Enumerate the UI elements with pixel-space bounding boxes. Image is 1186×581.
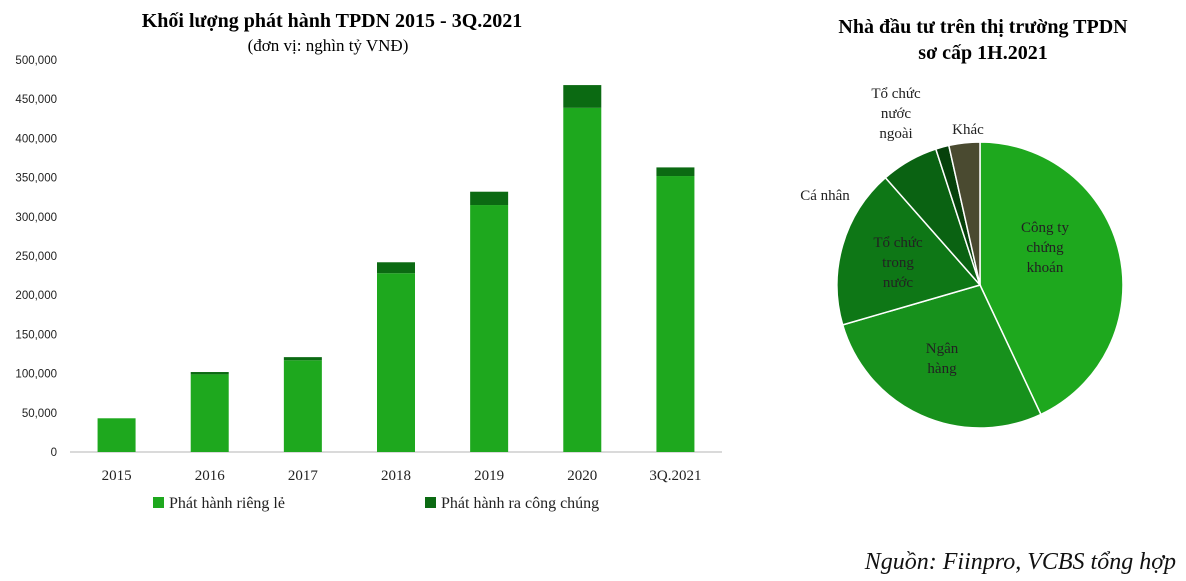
legend-label-public: Phát hành ra công chúng [441, 495, 599, 512]
pie-label: Tổ chức [871, 86, 921, 102]
pie-slice-khác [947, 141, 981, 286]
bar-chart: Khối lượng phát hành TPDN 2015 - 3Q.2021… [15, 10, 722, 512]
y-tick-label: 250,000 [15, 251, 57, 263]
bar-public-3Q.2021 [656, 167, 695, 177]
pie-title-line-2: sơ cấp 1H.2021 [918, 42, 1047, 64]
pie-label: hàng [927, 361, 957, 377]
bar-public-2017 [283, 357, 322, 361]
pie-label: Cá nhân [800, 188, 850, 204]
bar-private-2020 [563, 107, 602, 452]
pie-label: khoán [1027, 260, 1064, 276]
y-tick-label: 200,000 [15, 290, 57, 302]
bar-public-2018 [377, 262, 415, 274]
pie-slice-tổ-chức-trong-nước [836, 176, 982, 326]
x-tick-label: 2016 [195, 468, 226, 484]
y-tick-label: 150,000 [15, 329, 57, 341]
bar-public-2016 [190, 372, 229, 375]
y-tick-label: 300,000 [15, 212, 57, 224]
pie-label: chứng [1026, 240, 1064, 256]
pie-label: trong [882, 255, 914, 271]
y-tick-label: 350,000 [15, 173, 57, 185]
bar-public-2020 [563, 85, 602, 108]
pie-slice-ngân-hàng [841, 284, 1042, 429]
legend-swatch-public [425, 497, 436, 508]
bar-private-2019 [470, 205, 509, 452]
legend-swatch-private [153, 497, 164, 508]
x-tick-label: 3Q.2021 [649, 468, 701, 484]
bar-chart-title: Khối lượng phát hành TPDN 2015 - 3Q.2021 [142, 10, 523, 32]
pie-labels: Công ty chứng khoán Ngân hàng Tổ chức trong nướ… [800, 86, 1069, 377]
x-tick-label: 2020 [567, 468, 597, 484]
y-tick-label: 0 [51, 447, 57, 459]
pie-slice-công-ty-chứng-khoán [979, 141, 1124, 416]
y-axis: 0 50,000 100,000 150,000 200,000 250,000 300,0… [15, 55, 57, 459]
x-tick-label: 2017 [288, 468, 319, 484]
pie-label: Tổ chức [873, 235, 923, 251]
bar-public-2019 [470, 191, 509, 206]
pie-label: Công ty [1021, 220, 1069, 236]
y-tick-label: 100,000 [15, 369, 57, 381]
y-tick-label: 50,000 [22, 408, 57, 420]
bars [97, 85, 695, 453]
legend: Phát hành riêng lẻ Phát hành ra công chún… [153, 495, 599, 512]
bar-private-2016 [190, 374, 229, 452]
pie-label: Ngân [926, 341, 959, 357]
bar-private-2017 [283, 360, 322, 452]
x-axis: 2015 2016 2017 2018 2019 2020 3Q.2021 [102, 468, 702, 484]
y-tick-label: 450,000 [15, 94, 57, 106]
pie-slices [836, 141, 1124, 429]
pie-title-line-1: Nhà đầu tư trên thị trường TPDN [838, 16, 1128, 38]
bar-private-2015 [97, 418, 136, 452]
y-tick-label: 400,000 [15, 133, 57, 145]
pie-chart: Nhà đầu tư trên thị trường TPDN sơ cấp 1… [800, 16, 1128, 429]
y-tick-label: 500,000 [15, 55, 57, 67]
bar-private-3Q.2021 [656, 176, 695, 453]
pie-label: nước [883, 275, 914, 291]
bar-private-2018 [377, 273, 415, 452]
bar-chart-subtitle: (đơn vị: nghìn tỷ VNĐ) [248, 36, 409, 55]
x-tick-label: 2019 [474, 468, 504, 484]
pie-label: ngoài [879, 126, 912, 142]
pie-label: Khác [952, 122, 984, 138]
source-note: Nguồn: Fiinpro, VCBS tổng hợp [864, 549, 1176, 575]
legend-label-private: Phát hành riêng lẻ [169, 495, 285, 512]
pie-label: nước [881, 106, 912, 122]
x-tick-label: 2015 [102, 468, 132, 484]
x-tick-label: 2018 [381, 468, 411, 484]
